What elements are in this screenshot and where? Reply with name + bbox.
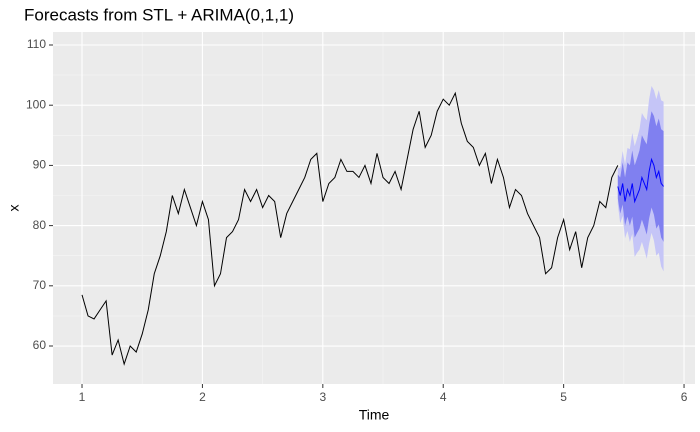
x-tick-label: 3 (319, 390, 326, 404)
y-axis-title: x (6, 205, 22, 212)
interval-80 (617, 111, 664, 242)
y-tick-label: 60 (33, 338, 47, 352)
x-tick-label: 5 (560, 390, 567, 404)
y-tick-label: 110 (27, 37, 46, 51)
y-tick-label: 80 (33, 218, 47, 232)
chart-title: Forecasts from STL + ARIMA(0,1,1) (24, 5, 294, 24)
forecast-line (617, 157, 664, 204)
x-tick-label: 6 (681, 390, 688, 404)
panel (53, 32, 695, 384)
x-axis-title: Time (359, 407, 390, 423)
y-tick-label: 100 (26, 97, 46, 111)
y-tick-label: 70 (33, 278, 47, 292)
x-tick-label: 4 (440, 390, 447, 404)
x-tick-label: 2 (199, 390, 206, 404)
history-line (81, 91, 619, 366)
x-tick-label: 1 (79, 390, 86, 404)
y-tick-label: 90 (33, 158, 47, 172)
